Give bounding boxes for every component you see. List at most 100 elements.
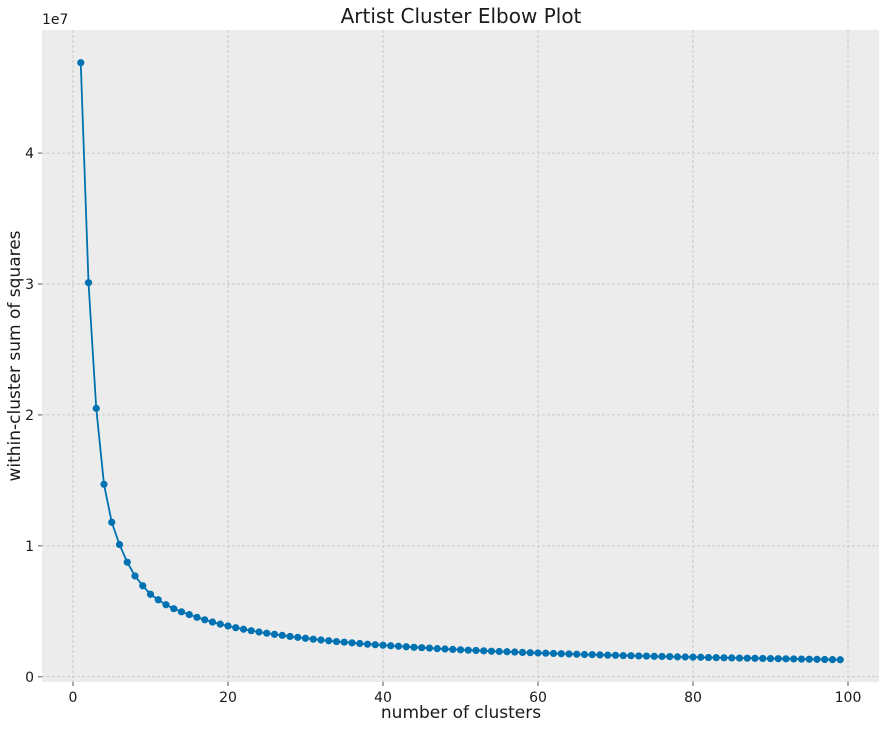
data-point xyxy=(394,642,403,650)
data-point xyxy=(580,650,589,659)
data-point xyxy=(363,640,372,648)
data-point xyxy=(681,653,689,661)
data-point xyxy=(208,618,217,626)
data-point xyxy=(193,613,201,621)
data-point xyxy=(177,608,186,616)
data-point xyxy=(425,644,434,652)
plot-area xyxy=(42,30,879,682)
data-point xyxy=(526,649,534,657)
data-point xyxy=(263,629,271,637)
data-point xyxy=(619,651,627,660)
data-point xyxy=(325,637,333,645)
data-point xyxy=(728,654,736,662)
data-point xyxy=(650,652,658,660)
data-point xyxy=(627,652,635,660)
data-point xyxy=(565,650,573,658)
data-point xyxy=(557,650,565,658)
data-point xyxy=(666,653,674,661)
data-point xyxy=(689,653,697,661)
y-tick-label: 1 xyxy=(25,539,34,555)
y-tick-label: 3 xyxy=(25,277,34,293)
data-point xyxy=(821,655,829,664)
data-point xyxy=(84,279,93,287)
series-markers xyxy=(77,59,844,664)
chart-title: Artist Cluster Elbow Plot xyxy=(341,4,582,28)
y-tick-label: 0 xyxy=(25,670,34,686)
data-point xyxy=(317,636,325,644)
data-point xyxy=(673,653,682,661)
data-point xyxy=(247,627,255,635)
data-point xyxy=(759,654,767,663)
data-point xyxy=(534,649,542,657)
data-point xyxy=(108,518,116,526)
data-point xyxy=(270,630,279,638)
data-point xyxy=(309,635,317,643)
data-point xyxy=(635,652,643,660)
data-point xyxy=(782,655,790,663)
data-point xyxy=(255,628,263,636)
data-point xyxy=(239,625,248,633)
data-point xyxy=(596,651,604,659)
data-point xyxy=(379,641,387,649)
data-point xyxy=(805,655,813,663)
data-point xyxy=(278,631,286,639)
data-point xyxy=(735,654,744,662)
data-point xyxy=(232,624,240,632)
x-axis-label: number of clusters xyxy=(381,703,541,723)
data-point xyxy=(720,654,728,662)
data-point xyxy=(573,650,581,658)
x-tick-label: 100 xyxy=(835,690,862,706)
data-point xyxy=(139,582,147,590)
grid xyxy=(42,30,879,682)
data-point xyxy=(813,655,821,663)
data-point xyxy=(433,645,441,653)
y-tick-label: 2 xyxy=(25,408,34,424)
data-point xyxy=(456,646,465,654)
data-point xyxy=(518,648,527,657)
data-point xyxy=(604,651,612,659)
y-tick-label: 4 xyxy=(25,146,34,162)
data-point xyxy=(332,637,341,646)
data-point xyxy=(286,632,294,641)
data-point xyxy=(797,655,806,663)
data-point xyxy=(704,653,713,662)
data-point xyxy=(371,641,379,649)
data-point xyxy=(495,647,503,656)
data-point xyxy=(340,638,348,646)
data-point xyxy=(410,643,418,651)
x-tick-label: 40 xyxy=(374,690,392,706)
data-point xyxy=(224,622,232,630)
data-point xyxy=(402,643,410,651)
data-point xyxy=(201,616,209,624)
data-point xyxy=(92,404,100,412)
x-tick-label: 20 xyxy=(219,690,237,706)
data-point xyxy=(131,572,139,580)
data-point xyxy=(464,646,472,654)
data-point xyxy=(387,642,395,650)
data-point xyxy=(487,647,496,655)
data-point xyxy=(828,656,837,664)
data-point xyxy=(216,620,224,628)
x-tick-label: 80 xyxy=(684,690,702,706)
data-point xyxy=(766,654,775,663)
data-point xyxy=(588,651,596,659)
data-point xyxy=(418,644,426,652)
data-point xyxy=(170,605,178,613)
data-point xyxy=(480,647,488,655)
data-point xyxy=(472,646,480,655)
data-point xyxy=(549,649,558,658)
data-point xyxy=(503,648,511,656)
data-point xyxy=(774,655,782,663)
data-point xyxy=(441,645,449,653)
data-point xyxy=(449,645,457,654)
data-point xyxy=(185,610,193,619)
x-tick-label: 60 xyxy=(529,690,547,706)
data-point xyxy=(100,480,108,488)
data-point xyxy=(356,639,364,648)
data-point xyxy=(751,654,759,662)
axis-ticks xyxy=(38,152,849,686)
data-point xyxy=(642,652,651,660)
data-point xyxy=(542,649,550,657)
